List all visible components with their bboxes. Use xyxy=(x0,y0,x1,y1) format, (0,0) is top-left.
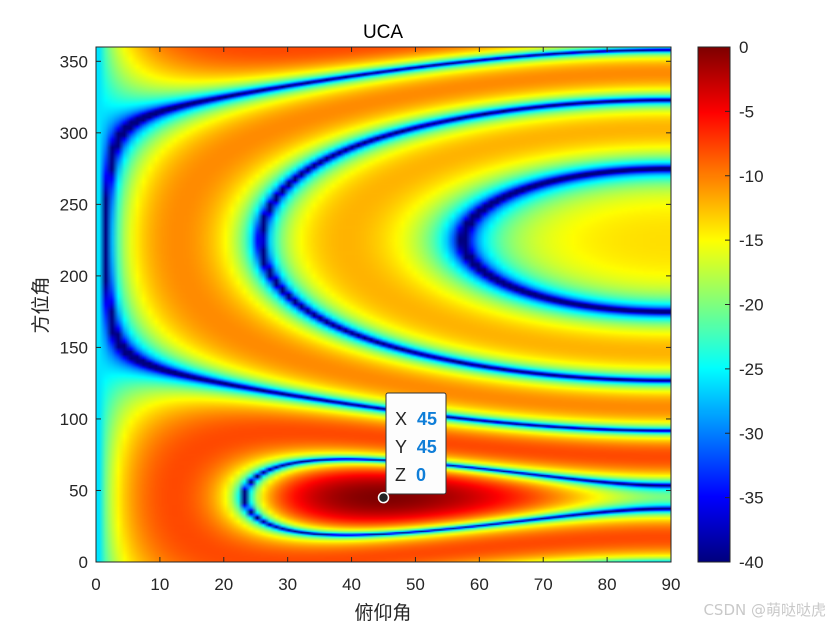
x-tick-label: 40 xyxy=(342,575,361,594)
datatip-y-value: 45 xyxy=(417,437,437,457)
x-tick-label: 50 xyxy=(406,575,425,594)
y-tick-label: 100 xyxy=(60,410,88,429)
x-tick-label: 20 xyxy=(214,575,233,594)
plot-area xyxy=(95,46,672,563)
x-axis-label: 俯仰角 xyxy=(354,602,411,624)
x-tick-label: 70 xyxy=(534,575,553,594)
datatip-z-label: Z xyxy=(395,465,406,485)
y-tick-label: 50 xyxy=(69,481,88,500)
datatip-marker[interactable] xyxy=(377,491,390,504)
axes-box xyxy=(95,46,672,563)
heatmap-image xyxy=(96,47,671,562)
colorbar: 0 -5 -10 -15 -20 -25 -30 -35 -40 xyxy=(697,38,764,572)
colorbar-tick-label: -5 xyxy=(739,102,754,121)
y-tick-label: 250 xyxy=(60,195,88,214)
x-tick-label: 60 xyxy=(470,575,489,594)
colorbar-tick-label: -15 xyxy=(739,231,764,250)
colorbar-tick-label: -30 xyxy=(739,424,764,443)
datatip-y-label: Y xyxy=(395,437,407,457)
y-axis-label: 方位角 xyxy=(30,276,52,333)
x-tick-label: 30 xyxy=(278,575,297,594)
x-tick-label: 80 xyxy=(598,575,617,594)
colorbar-tick-label: -10 xyxy=(739,167,764,186)
colorbar-tick-label: 0 xyxy=(739,38,748,57)
y-axis: 0 50 100 150 200 250 300 350 xyxy=(60,52,671,572)
x-tick-label: 0 xyxy=(91,575,100,594)
datatip-x-label: X xyxy=(395,409,407,429)
datatip-x-value: 45 xyxy=(417,409,437,429)
watermark: CSDN @萌哒哒虎 xyxy=(703,601,826,619)
colorbar-tick-label: -35 xyxy=(739,489,764,508)
colorbar-tick-label: -40 xyxy=(739,553,764,572)
colorbar-gradient xyxy=(698,47,730,562)
colorbar-tick-label: -20 xyxy=(739,296,764,315)
y-tick-label: 150 xyxy=(60,338,88,357)
x-axis: 0 10 20 30 40 50 60 70 80 90 xyxy=(91,47,680,594)
chart-title: UCA xyxy=(363,22,403,43)
datatip-z-value: 0 xyxy=(416,465,426,485)
svg-text:Y 45: Y 45 xyxy=(395,437,437,457)
svg-text:Z 0: Z 0 xyxy=(395,465,426,485)
y-tick-label: 0 xyxy=(79,553,88,572)
x-tick-label: 90 xyxy=(662,575,681,594)
datatip[interactable]: X 45 Y 45 Z 0 xyxy=(377,392,447,504)
colorbar-tick-label: -25 xyxy=(739,360,764,379)
datatip-box xyxy=(385,392,447,495)
svg-text:X 45: X 45 xyxy=(395,409,437,429)
y-tick-label: 300 xyxy=(60,124,88,143)
x-tick-label: 10 xyxy=(150,575,169,594)
y-tick-label: 200 xyxy=(60,267,88,286)
y-tick-label: 350 xyxy=(60,52,88,71)
colorbar-ticks: 0 -5 -10 -15 -20 -25 -30 -35 -40 xyxy=(725,38,764,572)
